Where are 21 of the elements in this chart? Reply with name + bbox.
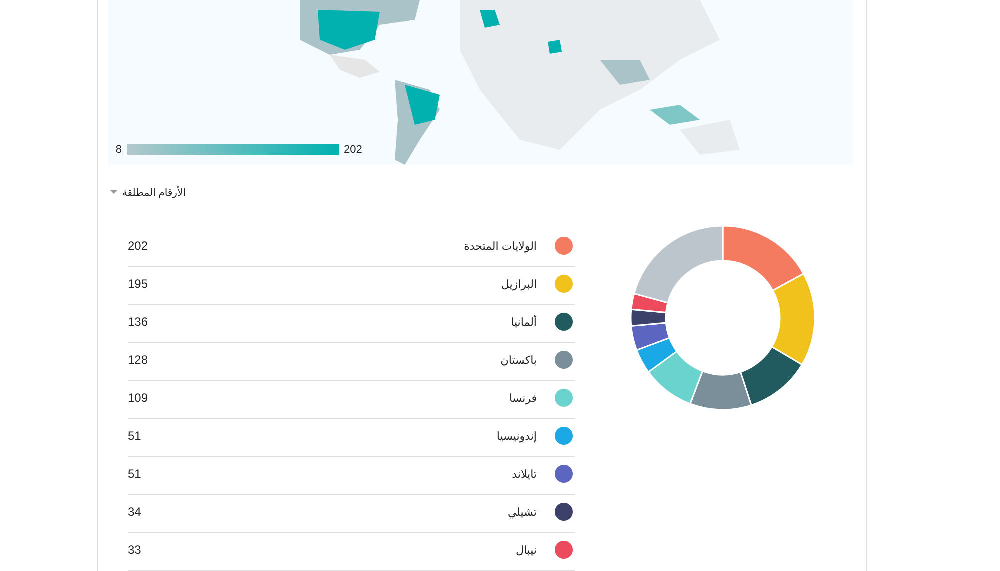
legend-label: ألمانيا [511,315,537,329]
legend-label: باكستان [500,355,537,367]
text: 202 [344,144,362,156]
data-label: 136 [128,315,148,329]
data-label: 128 [128,353,148,367]
data-label: 34 [128,505,142,519]
legend-label: تايلاند [512,469,537,481]
legend-label: البرازيل [501,279,537,291]
legend-label: فرنسا [509,393,537,405]
data-label: 202 [128,239,148,253]
data-label: 33 [128,543,142,557]
data-label: 195 [128,277,148,291]
chart-title: الأرقام المطلقة [122,186,186,199]
data-label: 109 [128,391,148,405]
data-label: 51 [128,467,142,481]
legend-label: نيبال [516,545,537,557]
legend-label: تشيلي [508,507,537,519]
legend-label: الولايات المتحدة [464,241,537,253]
data-label: 51 [128,429,142,443]
text: 8 [116,144,122,156]
legend-label: إندونيسيا [496,431,537,443]
